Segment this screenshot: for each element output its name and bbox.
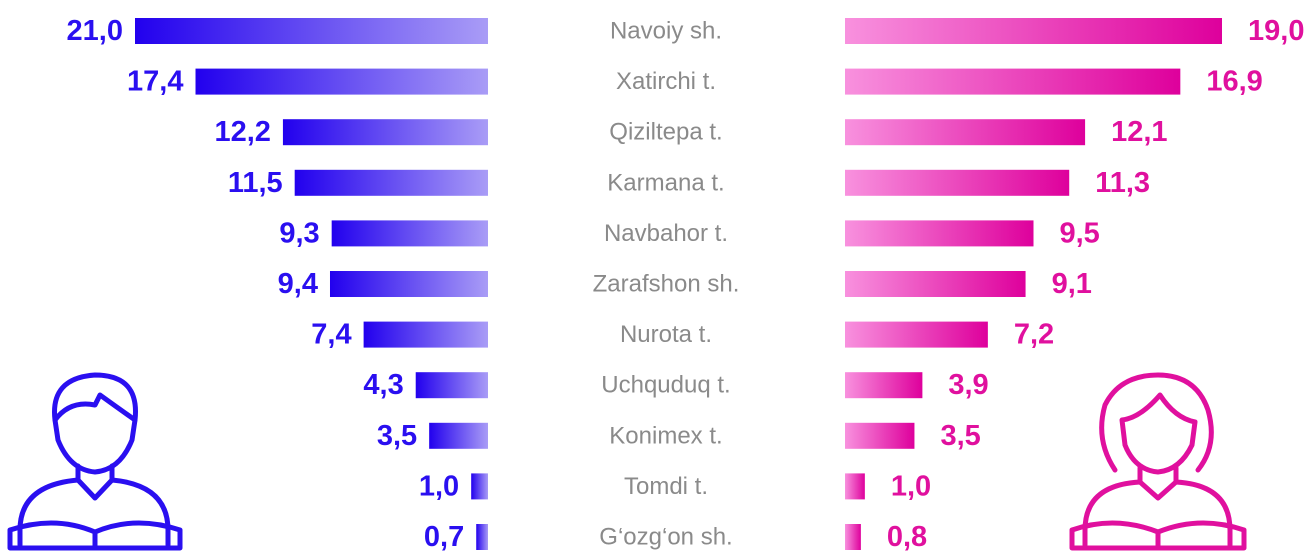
category-label: Uchquduq t. [601,372,730,399]
bar [195,68,488,95]
value-label: 11,5 [228,167,283,199]
bar [845,372,923,399]
value-label: 19,0 [1248,15,1304,47]
value-label: 21,0 [67,15,123,47]
bar [845,68,1181,95]
bar [415,372,488,399]
value-label: 0,8 [887,521,927,552]
value-label: 1,0 [419,470,459,502]
bar [282,119,488,146]
bar [329,271,488,297]
value-label: 7,4 [311,319,351,351]
category-label: Navoiy sh. [610,18,722,45]
category-label: G‘ozg‘on sh. [599,524,732,551]
value-label: 1,0 [891,470,931,502]
value-label: 16,9 [1206,66,1262,98]
value-label: 11,3 [1095,167,1150,199]
category-label: Navbahor t. [604,220,728,247]
female-icon [1069,372,1247,551]
bar [845,321,988,348]
bar [845,422,915,449]
bar [845,18,1222,44]
bar [331,220,488,247]
value-label: 12,1 [1111,116,1167,148]
value-label: 0,7 [424,521,464,552]
value-label: 9,1 [1052,268,1092,300]
bar [471,473,488,500]
value-label: 3,5 [940,420,980,452]
category-label: Karmana t. [607,169,724,196]
bar [845,119,1086,146]
bar [845,220,1034,247]
bar [476,524,488,550]
value-label: 9,3 [279,217,319,249]
value-label: 3,5 [377,420,417,452]
bar [845,524,861,550]
value-label: 3,9 [948,369,988,401]
category-label: Konimex t. [609,422,722,449]
category-label: Qiziltepa t. [609,119,722,146]
male-icon [7,372,183,551]
value-label: 12,2 [214,116,270,148]
category-label: Zarafshon sh. [593,271,740,298]
category-label: Xatirchi t. [616,68,716,95]
category-label: Nurota t. [620,321,712,348]
value-label: 9,4 [278,268,318,300]
bar [845,271,1026,297]
bar [294,169,488,196]
bar [135,18,488,44]
category-label: Tomdi t. [624,473,708,500]
bar [429,422,488,449]
bar [363,321,488,348]
value-label: 4,3 [363,369,403,401]
value-label: 7,2 [1014,319,1054,351]
bar [845,169,1070,196]
value-label: 17,4 [127,66,183,98]
value-label: 9,5 [1060,217,1100,249]
bar [845,473,865,500]
